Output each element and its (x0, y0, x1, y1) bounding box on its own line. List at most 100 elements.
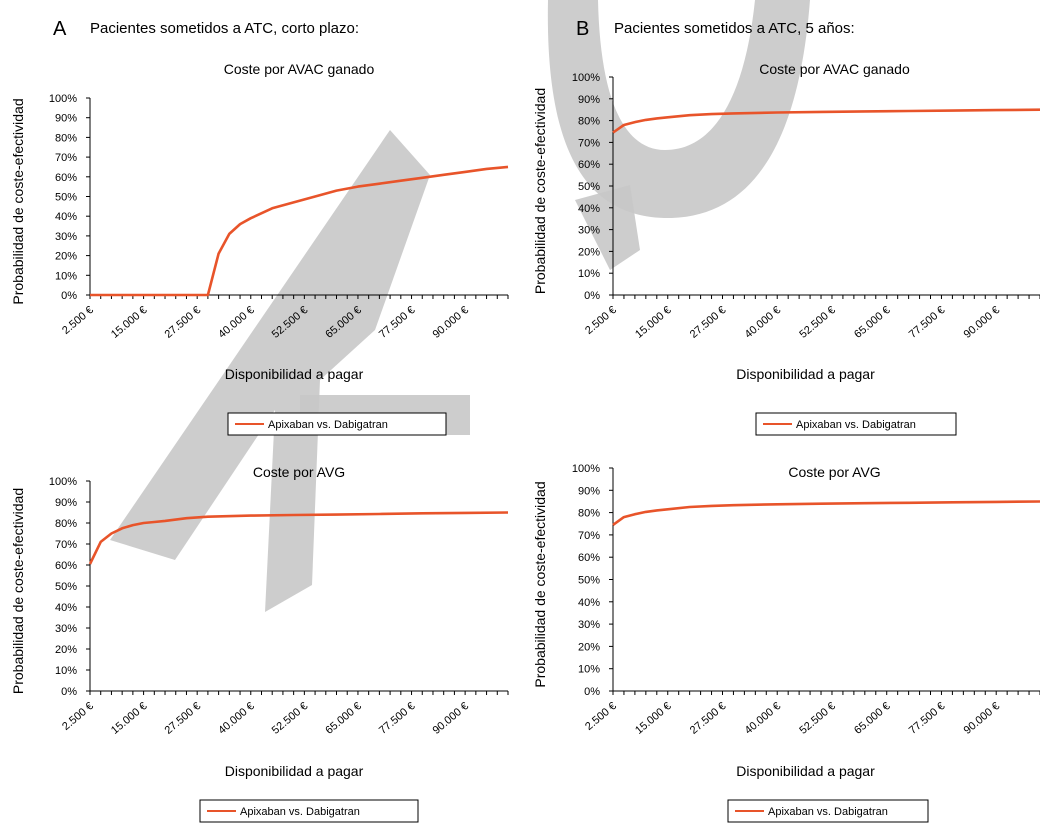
y-tick-label: 50% (55, 192, 77, 204)
y-tick-label: 90% (55, 113, 77, 125)
y-tick-label: 50% (578, 181, 600, 193)
y-tick-label: 80% (578, 508, 600, 520)
panel-a-title: Pacientes sometidos a ATC, corto plazo: (90, 20, 359, 37)
y-tick-label: 0% (61, 290, 77, 302)
legend-label: Apixaban vs. Dabigatran (796, 419, 916, 431)
y-tick-label: 100% (572, 463, 600, 475)
y-tick-label: 20% (578, 246, 600, 258)
y-tick-label: 60% (578, 552, 600, 564)
chart-title: Coste por AVG (253, 464, 345, 480)
x-tick-label: 77.500 € (377, 700, 418, 737)
y-tick-label: 100% (49, 476, 77, 488)
y-axis-label: Probabilidad de coste-efectividad (10, 98, 26, 304)
y-tick-label: 90% (578, 94, 600, 106)
y-tick-label: 90% (55, 497, 77, 509)
y-tick-label: 70% (578, 137, 600, 149)
y-tick-label: 40% (578, 203, 600, 215)
x-tick-label: 15.000 € (109, 700, 150, 737)
y-tick-label: 80% (578, 116, 600, 128)
y-tick-label: 80% (55, 518, 77, 530)
legend-box (755, 412, 957, 436)
y-tick-label: 50% (55, 581, 77, 593)
y-tick-label: 100% (49, 93, 77, 105)
legend-box (727, 799, 929, 823)
x-tick-label: 15.000 € (633, 304, 674, 341)
y-tick-label: 60% (578, 159, 600, 171)
chart-0: Coste por AVAC ganado 0% 10% 20% 30% 40% 50% 60… (10, 61, 509, 436)
y-tick-label: 0% (584, 290, 600, 302)
legend-label: Apixaban vs. Dabigatran (240, 806, 360, 818)
y-tick-label: 40% (578, 597, 600, 609)
chart-title: Coste por AVAC ganado (759, 61, 910, 77)
panel-a-letter: A (53, 18, 67, 40)
series-line (612, 108, 1040, 134)
chart-title: Coste por AVAC ganado (224, 61, 375, 77)
x-tick-label: 90.000 € (962, 304, 1003, 341)
panel-b-title: Pacientes sometidos a ATC, 5 años: (614, 20, 855, 37)
chart-3: Coste por AVG 0% 10% 20% 30% 40% 50% 60% 70% 80% 9… (532, 463, 1040, 823)
y-tick-label: 30% (55, 231, 77, 243)
x-tick-label: 90.000 € (962, 700, 1003, 737)
y-axis-label: Probabilidad de coste-efectividad (10, 488, 26, 694)
x-tick-label: 40.000 € (743, 700, 784, 737)
x-tick-label: 65.000 € (852, 700, 893, 737)
legend-label: Apixaban vs. Dabigatran (268, 419, 388, 431)
legend: Apixaban vs. Dabigatran (727, 799, 929, 823)
y-tick-label: 0% (61, 686, 77, 698)
y-tick-label: 0% (584, 686, 600, 698)
y-tick-label: 10% (578, 268, 600, 280)
y-tick-label: 70% (55, 539, 77, 551)
y-axis-label: Probabilidad de coste-efectividad (532, 481, 548, 687)
charts-container: Coste por AVAC ganado 0% 10% 20% 30% 40% 50% 60… (10, 61, 1040, 823)
y-tick-label: 10% (578, 664, 600, 676)
x-tick-label: 27.500 € (163, 304, 204, 341)
y-tick-label: 30% (578, 619, 600, 631)
y-tick-label: 20% (578, 641, 600, 653)
watermark-letter-a (110, 130, 430, 612)
x-tick-label: 2.500 € (60, 304, 96, 337)
x-tick-label: 2.500 € (583, 304, 619, 337)
x-tick-label: 40.000 € (743, 304, 784, 341)
x-tick-label: 77.500 € (907, 304, 948, 341)
legend-box (227, 412, 447, 436)
chart-title: Coste por AVG (788, 464, 880, 480)
series-line (90, 165, 509, 297)
y-tick-label: 20% (55, 251, 77, 263)
legend: Apixaban vs. Dabigatran (199, 799, 419, 823)
x-tick-label: 52.500 € (797, 304, 838, 341)
legend-box (199, 799, 419, 823)
x-tick-label: 40.000 € (216, 700, 257, 737)
y-tick-label: 20% (55, 644, 77, 656)
x-tick-label: 27.500 € (163, 700, 204, 737)
y-tick-label: 60% (55, 172, 77, 184)
x-tick-label: 27.500 € (688, 700, 729, 737)
x-axis-label: Disponibilidad a pagar (736, 763, 875, 779)
y-tick-label: 80% (55, 132, 77, 144)
x-tick-label: 15.000 € (633, 700, 674, 737)
y-tick-label: 30% (578, 225, 600, 237)
y-tick-label: 70% (55, 152, 77, 164)
x-axis-label: Disponibilidad a pagar (736, 366, 875, 382)
y-tick-label: 100% (572, 72, 600, 84)
x-tick-label: 27.500 € (688, 304, 729, 341)
y-tick-label: 10% (55, 270, 77, 282)
y-tick-label: 30% (55, 623, 77, 635)
chart-2: Coste por AVG 0% 10% 20% 30% 40% 50% 60% 70% 80% 9… (10, 464, 509, 823)
x-tick-label: 65.000 € (323, 700, 364, 737)
x-tick-label: 65.000 € (852, 304, 893, 341)
legend-label: Apixaban vs. Dabigatran (768, 806, 888, 818)
x-tick-label: 90.000 € (431, 304, 472, 341)
y-tick-label: 40% (55, 602, 77, 614)
y-axis-label: Probabilidad de coste-efectividad (532, 88, 548, 294)
y-tick-label: 10% (55, 665, 77, 677)
x-tick-label: 2.500 € (60, 700, 96, 733)
watermark-stroke-u (575, 185, 640, 270)
x-axis-label: Disponibilidad a pagar (225, 763, 364, 779)
x-tick-label: 2.500 € (583, 700, 619, 733)
x-tick-label: 77.500 € (377, 304, 418, 341)
x-tick-label: 52.500 € (797, 700, 838, 737)
x-tick-label: 90.000 € (431, 700, 472, 737)
legend: Apixaban vs. Dabigatran (227, 412, 447, 436)
y-tick-label: 90% (578, 485, 600, 497)
